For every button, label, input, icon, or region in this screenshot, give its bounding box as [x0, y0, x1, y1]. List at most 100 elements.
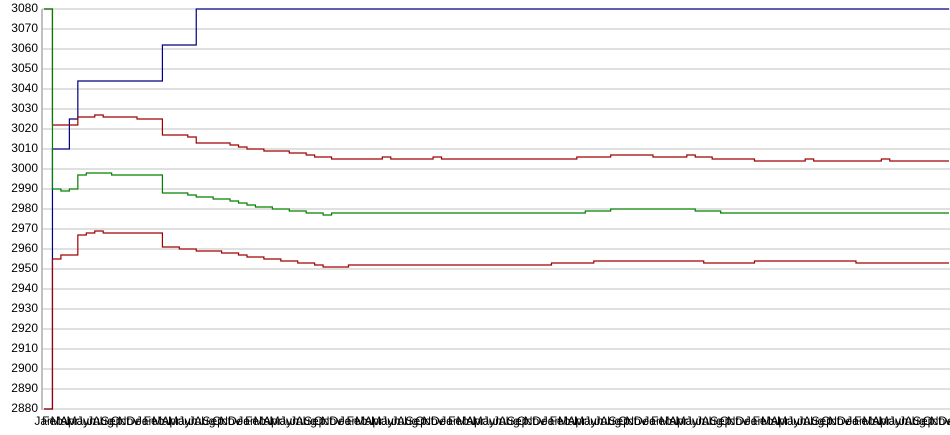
x-tick-label: Jan: [846, 414, 865, 428]
x-tick-label: Feb: [550, 414, 571, 428]
x-tick-label: Feb: [651, 414, 672, 428]
x-tick-label: Nov: [321, 414, 342, 428]
x-tick-label: Oct: [720, 414, 739, 428]
x-tick-label: Jan: [34, 414, 53, 428]
x-tick-label: Aug: [701, 414, 722, 428]
x-tick-label: Jan: [745, 414, 764, 428]
x-tick-label: Sep: [405, 414, 427, 428]
x-tick-label: Aug: [600, 414, 621, 428]
x-tick-label: Dec: [837, 414, 858, 428]
x-tick-label: Jun: [280, 414, 299, 428]
x-tick-label: Dec: [228, 414, 249, 428]
y-tick-label: 2980: [11, 201, 38, 215]
x-tick-label: Dec: [634, 414, 655, 428]
x-tick-label: Feb: [144, 414, 165, 428]
x-tick-label: Aug: [194, 414, 215, 428]
x-tick-label: Sep: [101, 414, 123, 428]
x-tick-label: Feb: [347, 414, 368, 428]
x-tick-label: Oct: [111, 414, 130, 428]
x-tick-label: Sep: [507, 414, 529, 428]
y-tick-label: 2940: [11, 281, 38, 295]
x-tick-label: Apr: [162, 414, 181, 428]
x-tick-label: Feb: [448, 414, 469, 428]
x-tick-label: Oct: [923, 414, 942, 428]
x-tick-label: Jan: [339, 414, 358, 428]
x-tick-label: Feb: [753, 414, 774, 428]
x-tick-label: Jan: [440, 414, 459, 428]
x-tick-label: Dec: [532, 414, 553, 428]
x-tick-label: Apr: [466, 414, 485, 428]
x-tick-label: May: [675, 414, 698, 428]
x-tick-label: Mar: [355, 414, 376, 428]
y-tick-label: 3070: [11, 21, 38, 35]
x-tick-label: Jul: [493, 414, 508, 428]
y-tick-label: 3000: [11, 161, 38, 175]
x-tick-label: Oct: [517, 414, 536, 428]
x-tick-label: Mar: [558, 414, 579, 428]
x-tick-label: Mar: [863, 414, 884, 428]
x-tick-label: Jun: [77, 414, 96, 428]
x-tick-label: Apr: [568, 414, 587, 428]
x-tick-label: Jul: [899, 414, 914, 428]
x-tick-label: May: [878, 414, 901, 428]
x-tick-label: Apr: [872, 414, 891, 428]
x-tick-label: Apr: [669, 414, 688, 428]
x-tick-label: Sep: [304, 414, 326, 428]
y-tick-label: 3040: [11, 81, 38, 95]
x-tick-label: Jun: [889, 414, 908, 428]
x-tick-label: Mar: [457, 414, 478, 428]
y-tick-label: 2880: [11, 401, 38, 415]
x-tick-label: Oct: [212, 414, 231, 428]
x-tick-label: Dec: [938, 414, 950, 428]
x-tick-label: Apr: [770, 414, 789, 428]
y-tick-label: 2930: [11, 301, 38, 315]
x-tick-label: Dec: [329, 414, 350, 428]
y-tick-label: 2890: [11, 381, 38, 395]
x-tick-label: Jun: [686, 414, 705, 428]
x-tick-label: May: [66, 414, 89, 428]
series-line: [44, 8, 949, 216]
y-tick-label: 3030: [11, 101, 38, 115]
x-tick-label: Feb: [42, 414, 63, 428]
x-tick-label: Apr: [263, 414, 282, 428]
x-tick-label: Nov: [625, 414, 646, 428]
x-tick-label: Jan: [643, 414, 662, 428]
series-line: [44, 8, 949, 410]
y-tick-label: 3050: [11, 61, 38, 75]
x-tick-label: May: [371, 414, 394, 428]
x-tick-label: Jun: [584, 414, 603, 428]
series-line: [44, 8, 949, 162]
x-tick-label: May: [168, 414, 191, 428]
x-tick-label: Nov: [930, 414, 950, 428]
x-tick-label: Oct: [821, 414, 840, 428]
y-tick-label: 2950: [11, 261, 38, 275]
x-tick-label: Sep: [913, 414, 935, 428]
x-tick-label: Aug: [499, 414, 520, 428]
y-tick-label: 2920: [11, 321, 38, 335]
x-tick-label: Nov: [828, 414, 849, 428]
x-tick-label: Feb: [854, 414, 875, 428]
x-tick-label: Oct: [618, 414, 637, 428]
x-tick-label: Aug: [904, 414, 925, 428]
x-tick-label: Mar: [254, 414, 275, 428]
x-tick-label: Oct: [415, 414, 434, 428]
x-tick-label: Nov: [422, 414, 443, 428]
x-tick-label: Jun: [381, 414, 400, 428]
x-tick-label: Jul: [87, 414, 102, 428]
x-tick-label: Jul: [696, 414, 711, 428]
x-tick-label: May: [472, 414, 495, 428]
x-tick-label: May: [269, 414, 292, 428]
y-tick-label: 2970: [11, 221, 38, 235]
x-tick-label: Oct: [314, 414, 333, 428]
x-tick-label: Jul: [290, 414, 305, 428]
y-tick-label: 2910: [11, 341, 38, 355]
x-tick-label: Mar: [761, 414, 782, 428]
x-tick-label: Jul: [392, 414, 407, 428]
x-tick-label: Jun: [178, 414, 197, 428]
x-tick-label: Mar: [660, 414, 681, 428]
x-tick-label: Sep: [811, 414, 833, 428]
x-tick-label: Nov: [118, 414, 139, 428]
x-tick-label: Jan: [136, 414, 155, 428]
